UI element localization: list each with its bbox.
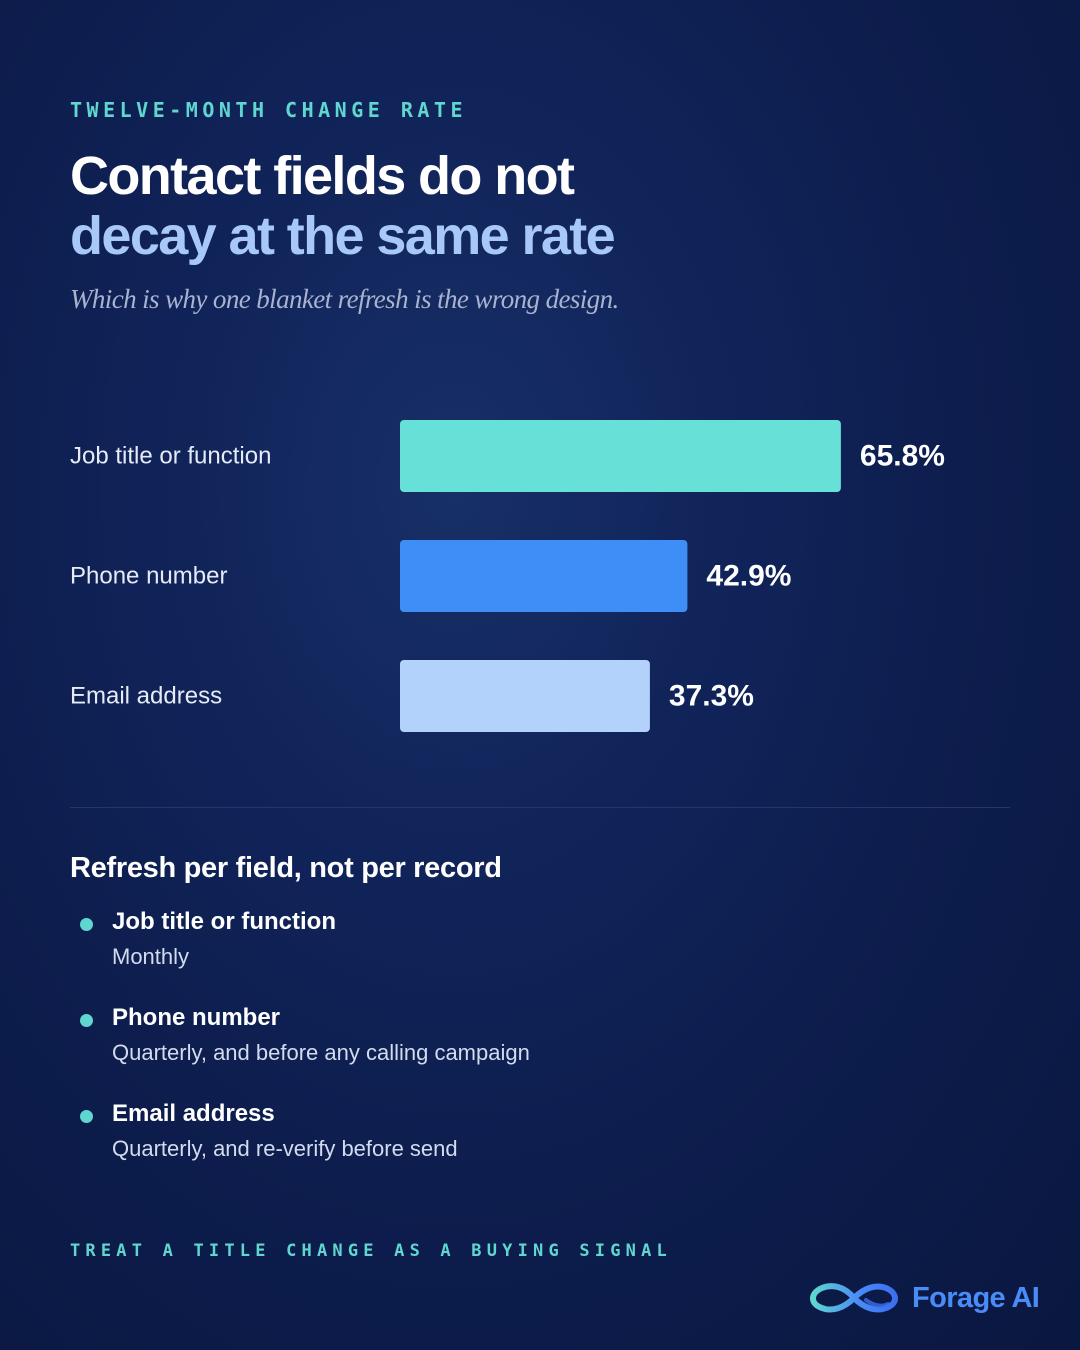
- bar-category-label: Email address: [70, 683, 222, 710]
- list-item: Phone number Quarterly, and before any c…: [70, 1004, 970, 1100]
- list-item-frequency: Quarterly, and re-verify before send: [112, 1136, 458, 1161]
- eyebrow-label: TWELVE-MONTH CHANGE RATE: [70, 98, 467, 122]
- bar-category-label: Phone number: [70, 563, 227, 590]
- bar: [400, 660, 650, 732]
- list-item-frequency: Monthly: [112, 944, 190, 969]
- page-title: Contact fields do not decay at the same …: [70, 146, 616, 266]
- bar-category-label: Job title or function: [70, 443, 271, 470]
- section-divider: [70, 807, 1010, 808]
- title-line-1: Contact fields do not: [70, 146, 575, 206]
- list-item-field: Phone number: [112, 1004, 281, 1031]
- bar-value-label: 42.9%: [706, 560, 791, 593]
- bullet-dot-icon: [80, 918, 93, 931]
- bar: [400, 540, 688, 612]
- brand-name: Forage AI: [912, 1281, 1040, 1314]
- list-item-field: Email address: [112, 1100, 275, 1127]
- bullet-dot-icon: [80, 1110, 93, 1123]
- infinity-logo-icon: [810, 1283, 898, 1313]
- bar: [400, 420, 841, 492]
- footer-tagline: TREAT A TITLE CHANGE AS A BUYING SIGNAL: [70, 1241, 672, 1261]
- subtitle: Which is why one blanket refresh is the …: [70, 284, 619, 314]
- list-item-field: Job title or function: [112, 908, 336, 935]
- list-item: Email address Quarterly, and re-verify b…: [70, 1100, 970, 1196]
- title-line-2: decay at the same rate: [70, 206, 616, 266]
- brand-logo: Forage AI: [802, 1276, 1040, 1320]
- recommendations-list: Job title or function Monthly Phone numb…: [70, 908, 970, 1196]
- list-item-frequency: Quarterly, and before any calling campai…: [112, 1040, 530, 1065]
- bullet-dot-icon: [80, 1014, 93, 1027]
- bar-value-label: 65.8%: [860, 440, 945, 473]
- change-rate-bar-chart: Job title or function 65.8% Phone number 42…: [70, 420, 945, 732]
- list-item: Job title or function Monthly: [70, 908, 970, 1004]
- bar-value-label: 37.3%: [669, 680, 754, 713]
- recommendations-title: Refresh per field, not per record: [70, 852, 502, 884]
